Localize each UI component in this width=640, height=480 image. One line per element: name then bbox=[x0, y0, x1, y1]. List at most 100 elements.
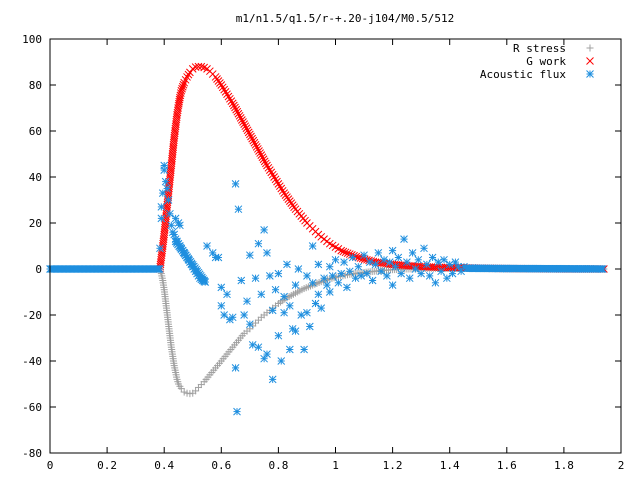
data-point bbox=[253, 145, 262, 153]
data-point bbox=[227, 97, 236, 105]
legend-marker bbox=[586, 44, 594, 52]
data-point bbox=[176, 91, 185, 100]
data-point bbox=[234, 109, 243, 118]
y-tick-label: 0 bbox=[35, 263, 42, 276]
data-point bbox=[170, 230, 179, 239]
data-point bbox=[451, 258, 460, 266]
legend-label: Acoustic flux bbox=[480, 68, 566, 81]
data-point bbox=[220, 311, 229, 319]
data-point bbox=[184, 70, 193, 79]
data-point bbox=[474, 264, 483, 273]
x-tick-label: 1.8 bbox=[554, 459, 574, 472]
data-point bbox=[248, 134, 256, 143]
data-point bbox=[331, 255, 340, 264]
data-point bbox=[294, 265, 303, 273]
data-point bbox=[283, 260, 291, 269]
y-tick-label: 20 bbox=[29, 217, 42, 230]
data-point bbox=[374, 249, 383, 257]
data-point bbox=[405, 274, 414, 283]
data-point bbox=[259, 155, 268, 164]
data-point bbox=[214, 253, 223, 262]
data-point bbox=[277, 357, 286, 365]
data-point bbox=[183, 73, 191, 81]
data-point bbox=[442, 274, 451, 283]
data-point bbox=[428, 253, 437, 262]
legend-label: R stress bbox=[513, 42, 566, 55]
data-point bbox=[273, 177, 281, 186]
data-point bbox=[220, 85, 229, 94]
data-point bbox=[400, 235, 408, 243]
x-tick-label: 0.4 bbox=[154, 459, 174, 472]
data-point bbox=[197, 62, 206, 71]
data-point bbox=[257, 290, 266, 299]
data-point bbox=[217, 301, 226, 310]
data-point bbox=[411, 265, 420, 273]
data-point bbox=[244, 128, 253, 137]
data-point bbox=[431, 278, 440, 287]
data-point bbox=[223, 90, 231, 99]
data-point bbox=[238, 116, 246, 124]
data-point bbox=[233, 407, 241, 416]
data-point bbox=[230, 101, 238, 110]
data-point bbox=[231, 103, 239, 112]
y-tick-label: 40 bbox=[29, 171, 42, 184]
data-point bbox=[323, 281, 331, 289]
data-point bbox=[249, 322, 257, 330]
data-point bbox=[348, 253, 357, 262]
data-point bbox=[264, 163, 273, 172]
data-point bbox=[394, 253, 403, 262]
data-point bbox=[250, 138, 259, 147]
data-point bbox=[271, 175, 280, 184]
data-point bbox=[337, 269, 346, 278]
x-tick-label: 0.8 bbox=[268, 459, 288, 472]
x-tick-label: 0.2 bbox=[97, 459, 117, 472]
legend-label: G work bbox=[526, 55, 566, 68]
data-point bbox=[377, 267, 386, 276]
data-point bbox=[263, 249, 271, 257]
data-point bbox=[234, 205, 243, 214]
data-point bbox=[231, 180, 240, 188]
data-point bbox=[166, 209, 174, 218]
data-point bbox=[275, 182, 284, 191]
data-point bbox=[228, 99, 237, 108]
data-point bbox=[385, 258, 394, 266]
data-point bbox=[268, 170, 277, 179]
data-point bbox=[242, 124, 251, 133]
data-point bbox=[260, 157, 269, 166]
data-point bbox=[325, 288, 334, 296]
data-point bbox=[233, 107, 242, 116]
data-point bbox=[320, 274, 328, 283]
data-point bbox=[391, 262, 400, 271]
data-point bbox=[280, 292, 288, 301]
data-point bbox=[270, 173, 278, 181]
legend-marker bbox=[586, 70, 594, 78]
data-point bbox=[252, 319, 260, 327]
data-point bbox=[368, 276, 377, 285]
data-point bbox=[268, 306, 277, 315]
data-point bbox=[247, 132, 255, 141]
x-tick-label: 2 bbox=[618, 459, 625, 472]
data-point bbox=[155, 265, 164, 273]
x-tick-label: 1.6 bbox=[497, 459, 517, 472]
data-point bbox=[280, 308, 288, 317]
data-point bbox=[241, 122, 250, 131]
data-point bbox=[157, 214, 166, 223]
data-point bbox=[163, 184, 171, 193]
data-point bbox=[311, 299, 320, 308]
data-point bbox=[231, 364, 240, 372]
data-point bbox=[265, 166, 274, 174]
data-point bbox=[176, 221, 184, 230]
data-point bbox=[157, 203, 166, 211]
x-tick-label: 1 bbox=[332, 459, 339, 472]
data-point bbox=[363, 269, 371, 278]
data-point bbox=[221, 88, 230, 96]
data-point bbox=[226, 94, 234, 103]
data-point bbox=[354, 262, 363, 271]
data-point bbox=[314, 260, 323, 269]
data-point bbox=[179, 80, 188, 89]
data-point bbox=[341, 248, 350, 257]
data-point bbox=[414, 255, 423, 264]
data-point bbox=[267, 168, 276, 177]
